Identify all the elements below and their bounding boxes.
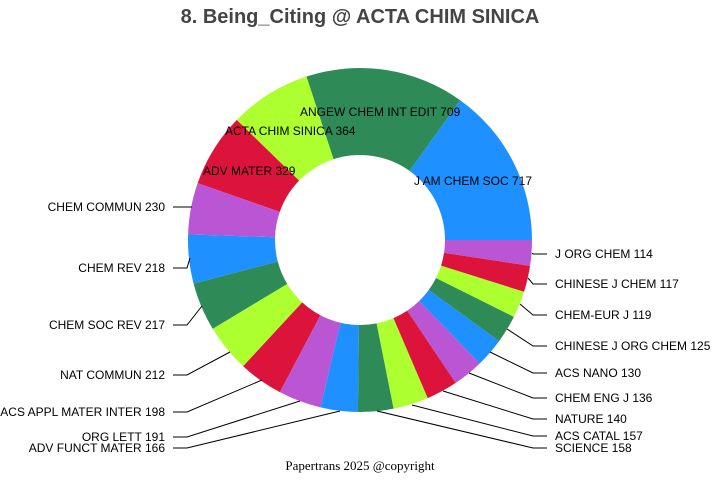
slice-label: CHEM COMMUN 230 (48, 200, 166, 214)
slice-labels: J AM CHEM SOC 717 ANGEW CHEM INT EDIT 709… (0, 105, 710, 455)
slice-adv-funct-mater (320, 322, 359, 412)
leader-line (489, 351, 547, 374)
slice-acta-chim-sinica (236, 76, 334, 181)
slice-chinese-j-org-chem (428, 277, 514, 342)
leader-line (519, 303, 547, 316)
leader-line (527, 277, 547, 285)
slice-chem-commun (188, 183, 280, 238)
slice-label: CHEM REV 218 (78, 261, 165, 275)
leader-line (173, 257, 191, 269)
slice-acs-appl-mater-inter (243, 302, 321, 393)
leader-line (411, 404, 547, 437)
leader-line (173, 410, 341, 449)
slice-j-am-chem-soc (409, 100, 532, 240)
donut-slices (187, 68, 532, 412)
slice-label: ADV FUNCT MATER 166 (29, 441, 166, 455)
leader-line (442, 390, 547, 420)
slice-j-org-chem (444, 240, 532, 266)
slice-label: ANGEW CHEM INT EDIT 709 (300, 105, 461, 119)
slice-chem-eng-j (407, 301, 480, 383)
slice-label: NAT COMMUN 212 (60, 368, 165, 382)
slice-acs-nano (419, 289, 500, 364)
leader-line (173, 351, 231, 376)
slice-org-lett (279, 315, 341, 408)
slice-label: ORG LETT 191 (82, 430, 165, 444)
slice-label: SCIENCE 158 (555, 441, 632, 455)
slice-label: J ORG CHEM 114 (555, 247, 653, 261)
slice-chem-eur-j (436, 265, 525, 317)
slice-nat-commun (212, 283, 303, 367)
slice-label: ADV MATER 329 (203, 164, 296, 178)
leader-line (376, 410, 547, 449)
leader-lines (173, 206, 547, 449)
slice-label: J AM CHEM SOC 717 (414, 174, 532, 188)
slice-chinese-j-chem (441, 252, 531, 292)
slice-nature (393, 310, 456, 399)
slice-label: ACS NANO 130 (555, 366, 641, 380)
leader-line (173, 379, 263, 413)
copyright-footer: Papertrans 2025 @copyright (285, 458, 435, 473)
leader-line (173, 400, 301, 438)
slice-label: ACS APPL MATER INTER 198 (0, 405, 165, 419)
slice-label: CHEM ENG J 136 (555, 391, 653, 405)
chart-title: 8. Being_Citing @ ACTA CHIM SINICA (180, 6, 540, 28)
slice-chem-rev (187, 234, 278, 284)
slice-label: CHINESE J CHEM 117 (555, 277, 679, 291)
slice-label: ACTA CHIM SINICA 364 (225, 124, 356, 138)
slice-acs-catal (376, 318, 428, 409)
slice-label: CHEM-EUR J 119 (555, 308, 652, 322)
slice-label: CHEM SOC REV 217 (49, 318, 165, 332)
leader-line (531, 252, 547, 255)
leader-line (506, 328, 547, 347)
slice-chem-soc-rev (193, 261, 288, 329)
leader-line (173, 305, 203, 326)
slice-label: ACS CATAL 157 (555, 429, 643, 443)
slice-label: NATURE 140 (555, 412, 627, 426)
slice-angew-chem-int-edit (306, 68, 461, 171)
slice-adv-mater (197, 119, 300, 212)
slice-science (357, 323, 394, 412)
leader-line (468, 372, 547, 399)
slice-label: CHINESE J ORG CHEM 125 (555, 339, 711, 353)
